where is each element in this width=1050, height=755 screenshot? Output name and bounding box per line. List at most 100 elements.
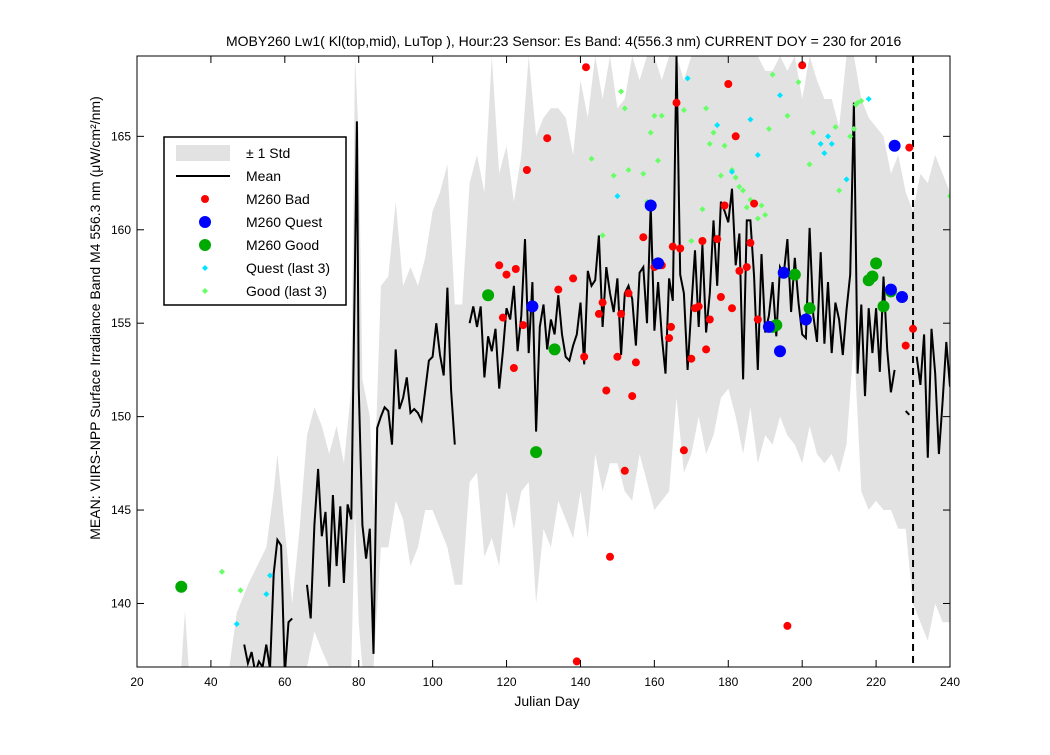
bad-point [702, 345, 711, 354]
good3-point [599, 232, 606, 239]
y-tick-label: 165 [111, 129, 131, 143]
good-point [175, 580, 188, 593]
x-tick-label: 200 [792, 675, 812, 689]
x-tick-label: 80 [352, 675, 366, 689]
mean-line-segment [915, 328, 950, 458]
x-tick-label: 140 [570, 675, 590, 689]
good3-point [688, 237, 695, 244]
quest3-point [233, 621, 240, 628]
bad-point [624, 289, 633, 298]
quest-point [896, 291, 908, 303]
legend-label: M260 Bad [246, 191, 310, 207]
bad-point [724, 80, 733, 88]
bad-point [620, 466, 629, 475]
bad-point [569, 274, 578, 283]
legend-std-swatch [176, 145, 230, 161]
bad-point [554, 285, 563, 294]
bad-point [606, 552, 614, 561]
good3-point [836, 187, 843, 194]
good-point [870, 257, 883, 270]
good-point [788, 268, 801, 281]
bad-point [909, 324, 917, 333]
bad-point [522, 166, 531, 174]
good3-point [706, 140, 713, 147]
good3-point [810, 129, 817, 136]
bad-point [572, 657, 581, 666]
quest3-point [843, 176, 850, 183]
quest3-point [684, 75, 691, 82]
bad-point [713, 235, 722, 244]
x-tick-label: 220 [866, 675, 886, 689]
good3-point [769, 71, 776, 78]
legend-label: ± 1 Std [246, 145, 290, 161]
good3-point [847, 133, 854, 140]
quest-point [777, 266, 790, 279]
legend-label: Good (last 3) [246, 283, 327, 299]
good3-point [762, 211, 769, 218]
quest3-point [728, 168, 735, 175]
good3-point [806, 161, 813, 168]
bad-point [716, 293, 725, 301]
bad-point [631, 358, 640, 367]
bad-point [735, 266, 744, 275]
bad-point [698, 237, 707, 245]
bad-point [582, 63, 590, 72]
bad-point [668, 242, 677, 251]
mean-line-segment [306, 121, 456, 654]
bad-point [783, 621, 792, 630]
bad-point [665, 334, 674, 343]
good-point [877, 300, 890, 313]
plot-area [175, 56, 950, 667]
std-band [181, 56, 950, 667]
good3-point [743, 204, 750, 211]
bad-point [679, 446, 688, 455]
quest-point [888, 139, 901, 152]
bad-point [543, 134, 552, 143]
x-tick-label: 20 [130, 675, 144, 689]
good3-point [610, 172, 617, 179]
good3-point [717, 172, 724, 179]
bad-point [798, 61, 807, 70]
x-tick-label: 240 [940, 675, 960, 689]
good3-point [765, 125, 772, 132]
good3-point [732, 174, 739, 181]
good3-point [947, 193, 950, 200]
quest-point [774, 345, 786, 358]
x-tick-label: 60 [278, 675, 292, 689]
good3-point [754, 215, 761, 222]
bad-point [750, 199, 759, 208]
bad-point [905, 143, 914, 152]
quest3-point [828, 140, 835, 147]
quest3-point [821, 150, 828, 157]
bad-point [617, 309, 626, 318]
bad-point [667, 322, 675, 331]
good3-point [832, 124, 839, 131]
good3-point [740, 187, 747, 194]
good3-point [850, 125, 857, 132]
y-tick-label: 160 [111, 223, 131, 237]
x-tick-label: 40 [204, 675, 218, 689]
bad-point [498, 313, 507, 322]
quest-point [799, 313, 812, 326]
chart-title: MOBY260 Lw1( Kl(top,mid), LuTop ), Hour:… [226, 33, 902, 49]
bad-point [720, 201, 729, 210]
quest-point [762, 320, 775, 333]
good3-point [680, 107, 687, 114]
y-axis-label: MEAN: VIIRS-NPP Surface Irradiance Band … [87, 96, 103, 540]
quest3-point [267, 572, 274, 579]
bad-point [676, 244, 685, 253]
bad-point [602, 386, 611, 395]
legend-good-swatch [199, 239, 211, 251]
good-point [482, 289, 495, 302]
bad-point [728, 304, 736, 313]
legend-label: Quest (last 3) [246, 260, 330, 276]
bad-point [694, 302, 703, 311]
good-point [548, 343, 561, 356]
bad-point [502, 270, 511, 279]
good3-point [640, 170, 647, 177]
bad-point [901, 341, 910, 350]
quest3-point [747, 116, 754, 123]
bad-point [672, 98, 681, 107]
plot-frame [136, 55, 951, 668]
